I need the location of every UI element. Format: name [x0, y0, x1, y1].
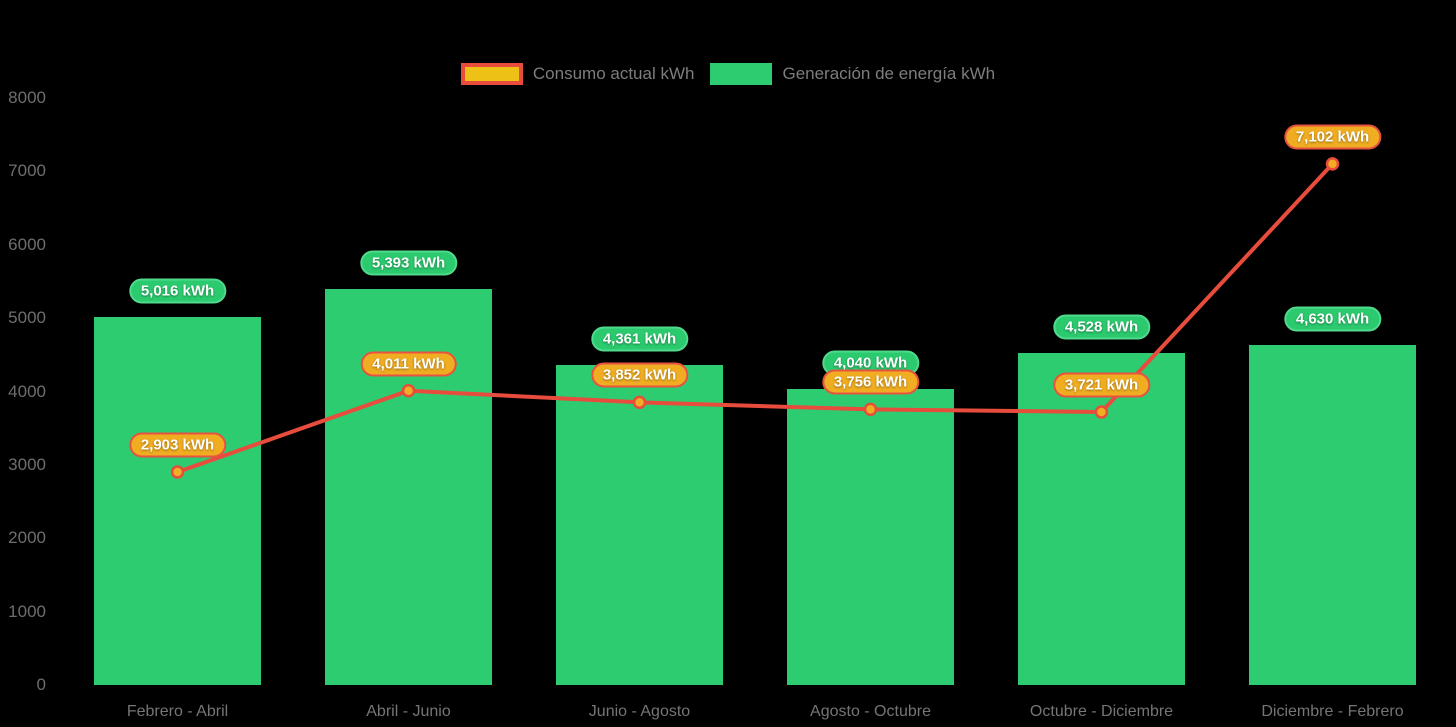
- consumo-legend-swatch-icon: [460, 63, 523, 85]
- consumo-value-label: 7,102 kWh: [1283, 124, 1382, 150]
- x-axis-category-label: Diciembre - Febrero: [1261, 703, 1404, 720]
- consumo-line: [175, 161, 1335, 474]
- generacion-value-label: 5,393 kWh: [359, 250, 458, 276]
- x-axis-category-label: Junio - Agosto: [588, 703, 691, 720]
- legend: Consumo actual kWh Generación de energía…: [0, 63, 1456, 85]
- generacion-bar[interactable]: [1249, 345, 1416, 685]
- consumo-value-label: 3,721 kWh: [1052, 372, 1151, 398]
- consumo-line-point[interactable]: [632, 395, 647, 410]
- consumo-line-point[interactable]: [863, 402, 878, 417]
- x-axis-category-label: Abril - Junio: [366, 703, 451, 720]
- generacion-bar[interactable]: [556, 365, 723, 685]
- legend-item-consumo[interactable]: Consumo actual kWh: [460, 63, 695, 85]
- x-axis-category-label: Agosto - Octubre: [810, 703, 931, 720]
- y-axis-tick-label: 6000: [8, 234, 46, 254]
- y-axis-tick-label: 5000: [8, 308, 46, 328]
- x-axis-category-label: Octubre - Diciembre: [1029, 703, 1174, 720]
- y-axis-tick-label: 1000: [8, 601, 46, 621]
- y-axis-tick-label: 0: [36, 675, 46, 694]
- y-axis-tick-label: 3000: [8, 454, 46, 474]
- x-axis-category-label: Febrero - Abril: [126, 703, 229, 720]
- consumo-line-point[interactable]: [401, 383, 416, 398]
- y-axis-tick-label: 8000: [8, 88, 46, 107]
- consumo-line-point[interactable]: [1094, 405, 1109, 419]
- generacion-bar[interactable]: [94, 316, 261, 685]
- generacion-value-label: 4,528 kWh: [1052, 314, 1151, 340]
- legend-label-generacion: Generación de energía kWh: [782, 64, 996, 83]
- generacion-value-label: 5,016 kWh: [128, 278, 227, 304]
- generacion-value-label: 4,361 kWh: [590, 326, 689, 352]
- legend-label-consumo: Consumo actual kWh: [532, 64, 695, 83]
- generacion-legend-swatch-icon: [710, 63, 773, 85]
- generacion-bar[interactable]: [787, 388, 954, 685]
- consumo-value-label: 3,852 kWh: [590, 362, 689, 388]
- y-axis-tick-label: 2000: [8, 528, 46, 548]
- y-axis-tick-label: 4000: [8, 381, 46, 401]
- consumo-value-label: 2,903 kWh: [128, 432, 227, 458]
- legend-item-generacion[interactable]: Generación de energía kWh: [710, 63, 995, 85]
- consumo-line-point[interactable]: [1325, 157, 1340, 171]
- consumo-line-point[interactable]: [170, 465, 185, 479]
- consumo-value-label: 3,756 kWh: [821, 369, 920, 395]
- consumo-value-label: 4,011 kWh: [360, 351, 457, 377]
- generacion-value-label: 4,630 kWh: [1283, 306, 1382, 332]
- y-axis-tick-label: 7000: [8, 161, 46, 181]
